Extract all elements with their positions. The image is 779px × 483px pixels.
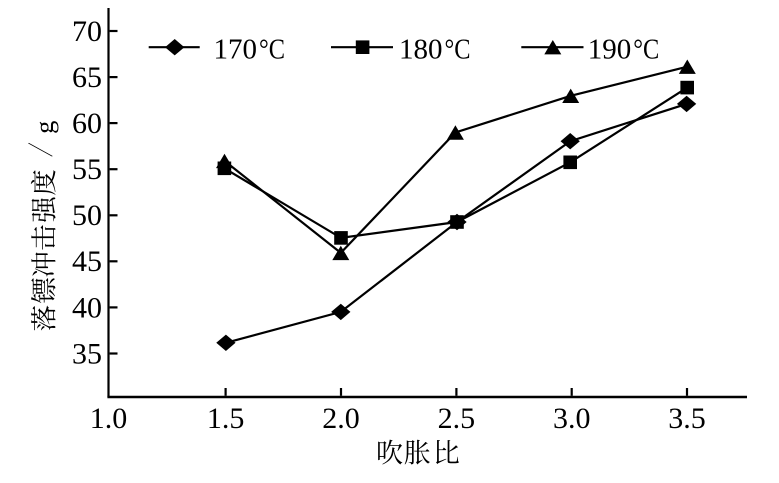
svg-text:1.0: 1.0 xyxy=(90,402,128,435)
svg-text:35: 35 xyxy=(72,337,102,370)
svg-text:3.5: 3.5 xyxy=(668,402,706,435)
svg-text:°C: °C xyxy=(633,34,659,66)
svg-text:50: 50 xyxy=(72,199,102,232)
svg-text:°C: °C xyxy=(445,34,471,66)
svg-text:60: 60 xyxy=(72,107,102,140)
svg-text:45: 45 xyxy=(72,245,102,278)
svg-text:°C: °C xyxy=(259,34,285,66)
svg-text:170: 170 xyxy=(214,34,258,66)
svg-text:180: 180 xyxy=(399,34,443,66)
svg-text:3.0: 3.0 xyxy=(553,402,591,435)
svg-text:65: 65 xyxy=(72,61,102,94)
svg-text:2.0: 2.0 xyxy=(322,402,360,435)
svg-text:g: g xyxy=(29,121,59,134)
svg-text:40: 40 xyxy=(72,291,102,324)
svg-text:70: 70 xyxy=(72,15,102,48)
svg-text:2.5: 2.5 xyxy=(438,402,476,435)
svg-text:55: 55 xyxy=(72,153,102,186)
svg-text:1.5: 1.5 xyxy=(207,402,245,435)
svg-text:190: 190 xyxy=(588,34,632,66)
